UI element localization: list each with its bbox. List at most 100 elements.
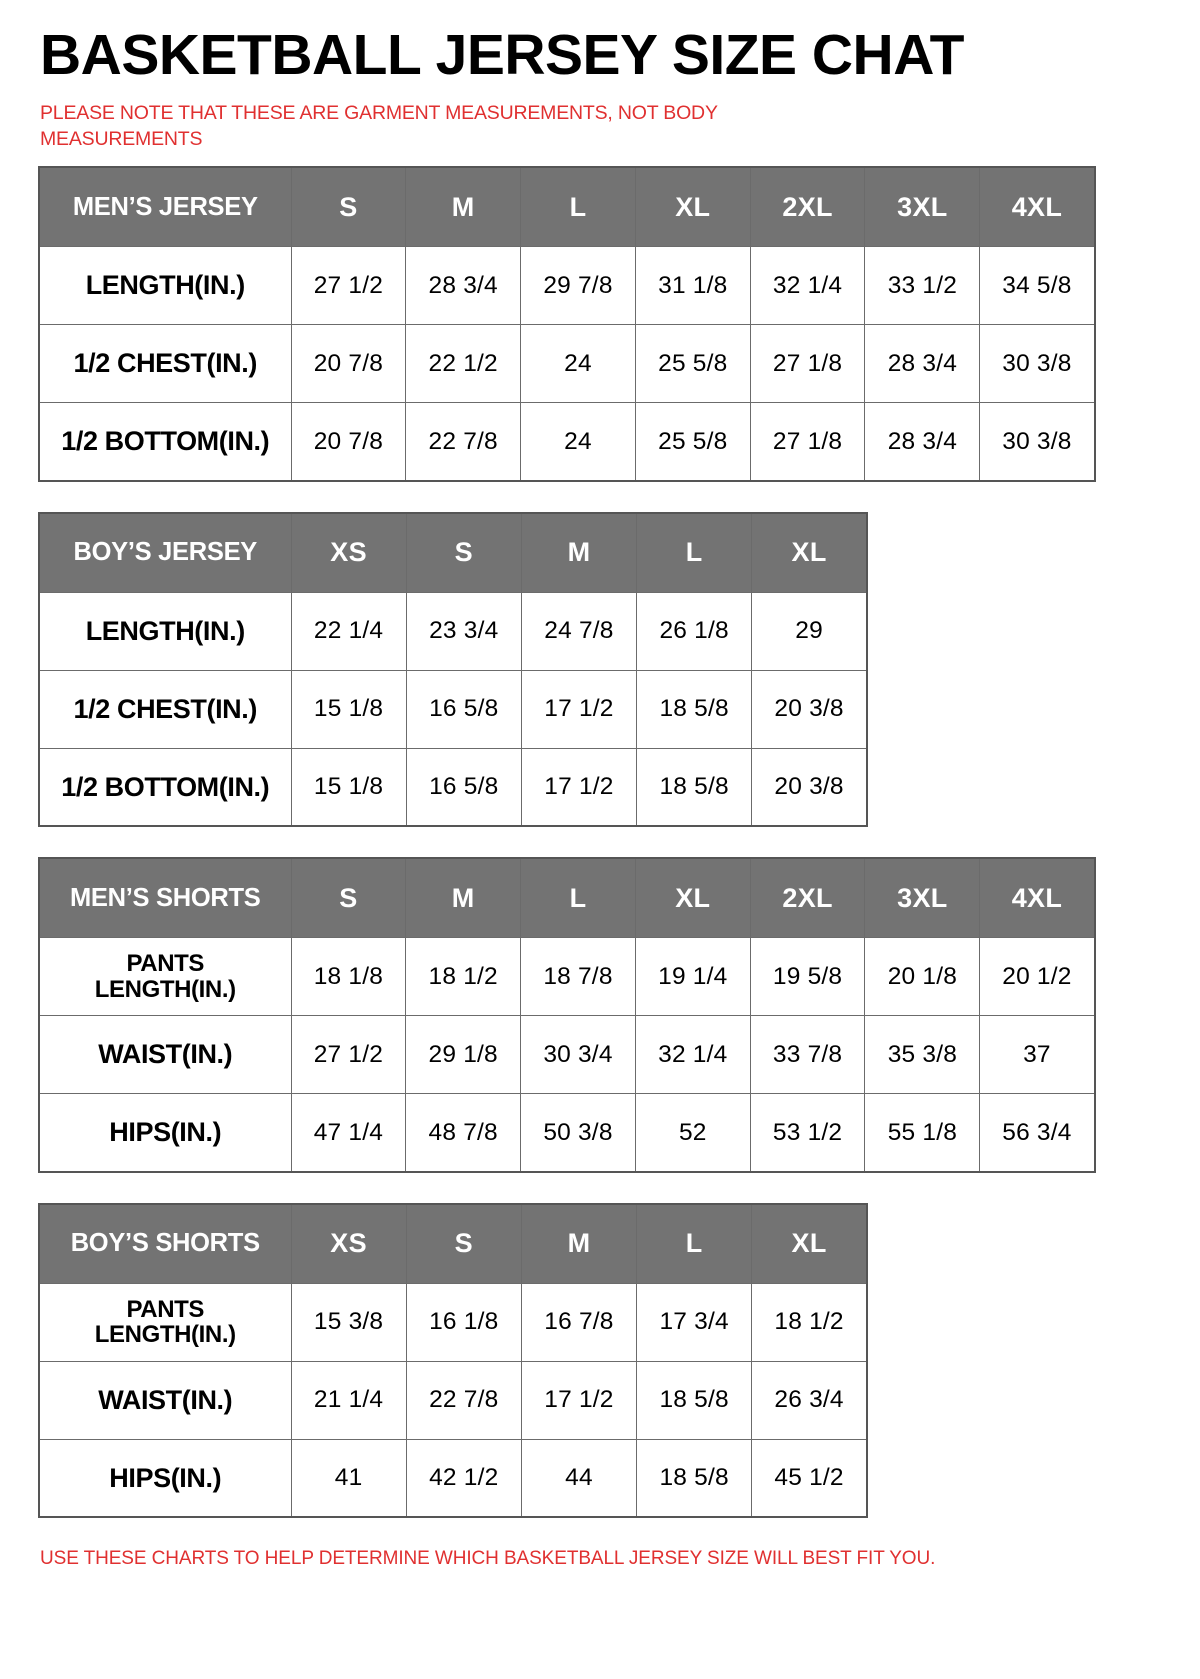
measurement-cell: 17 1/2	[520, 1360, 638, 1440]
measurement-cell: 28 3/4	[405, 246, 522, 326]
table-row: 1/2 BOTTOM(IN.) 15 1/8 16 5/8 17 1/2 18 5/8 2…	[38, 747, 868, 827]
measurement-cell: 17 3/4	[636, 1282, 753, 1362]
table-row: LENGTH(IN.) 27 1/2 28 3/4 29 7/8 31 1/8 32 1/…	[38, 246, 1096, 326]
measurement-cell: 23 3/4	[405, 591, 522, 671]
measurement-cell: 33 1/2	[864, 246, 981, 326]
table-header-row: BOY’S JERSEY XS S M L XL	[38, 512, 868, 593]
measurement-cell: 18 5/8	[636, 669, 753, 749]
measurement-cell: 19 5/8	[749, 937, 866, 1017]
measurement-cell: 30 3/4	[520, 1015, 636, 1095]
garment-measurement-note: PLEASE NOTE THAT THESE ARE GARMENT MEASU…	[40, 101, 718, 151]
measurement-cell: 17 1/2	[520, 669, 638, 749]
size-header-3xl: 3XL	[864, 857, 981, 939]
measurement-cell: 16 5/8	[405, 747, 522, 827]
measurement-cell: 33 7/8	[749, 1015, 866, 1095]
table-header-row: MEN’S JERSEY S M L XL 2XL 3XL 4XL	[38, 166, 1096, 248]
table-corner-label-boys-shorts: BOY’S SHORTS	[38, 1203, 292, 1284]
measurement-cell: 27 1/8	[749, 324, 866, 404]
size-header-xs: XS	[290, 1203, 407, 1284]
table-row: LENGTH(IN.) 22 1/4 23 3/4 24 7/8 26 1/8 29	[38, 591, 868, 671]
row-label: 1/2 BOTTOM(IN.)	[38, 747, 292, 827]
size-header-l: L	[636, 512, 753, 593]
measurement-cell: 30 3/8	[979, 402, 1096, 482]
size-header-4xl: 4XL	[979, 857, 1096, 939]
size-table-mens-shorts: MEN’S SHORTS S M L XL 2XL 3XL 4XL PANTS LENGTH(IN…	[38, 857, 1096, 1173]
size-header-2xl: 2XL	[749, 166, 866, 248]
measurement-cell: 16 7/8	[520, 1282, 638, 1362]
row-label: WAIST(IN.)	[38, 1360, 292, 1440]
size-header-s: S	[405, 1203, 522, 1284]
measurement-cell: 20 1/8	[864, 937, 981, 1017]
measurement-cell: 18 1/2	[751, 1282, 868, 1362]
measurement-cell: 27 1/2	[290, 246, 407, 326]
measurement-cell: 18 5/8	[636, 1438, 753, 1518]
row-label: PANTS LENGTH(IN.)	[38, 1282, 292, 1362]
measurement-cell: 32 1/4	[634, 1015, 751, 1095]
measurement-cell: 25 5/8	[634, 402, 751, 482]
table-row: PANTS LENGTH(IN.) 15 3/8 16 1/8 16 7/8 17 3/4…	[38, 1282, 868, 1362]
measurement-cell: 22 1/4	[290, 591, 407, 671]
row-label: HIPS(IN.)	[38, 1093, 292, 1173]
row-label: HIPS(IN.)	[38, 1438, 292, 1518]
measurement-cell: 20 3/8	[751, 747, 868, 827]
measurement-cell: 29	[751, 591, 868, 671]
measurement-cell: 19 1/4	[634, 937, 751, 1017]
measurement-cell: 24	[520, 402, 636, 482]
measurement-cell: 29 1/8	[405, 1015, 522, 1095]
measurement-cell: 47 1/4	[290, 1093, 407, 1173]
size-header-xl: XL	[634, 857, 751, 939]
measurement-cell: 22 7/8	[405, 402, 522, 482]
measurement-cell: 35 3/8	[864, 1015, 981, 1095]
measurement-cell: 31 1/8	[634, 246, 751, 326]
measurement-cell: 26 1/8	[636, 591, 753, 671]
row-label: 1/2 BOTTOM(IN.)	[38, 402, 292, 482]
measurement-cell: 24	[520, 324, 636, 404]
page-title: BASKETBALL JERSEY SIZE CHAT	[40, 23, 964, 87]
size-header-m: M	[405, 857, 522, 939]
table-row: WAIST(IN.) 21 1/4 22 7/8 17 1/2 18 5/8 26 3/4	[38, 1360, 868, 1440]
measurement-cell: 28 3/4	[864, 324, 981, 404]
measurement-cell: 28 3/4	[864, 402, 981, 482]
measurement-cell: 20 7/8	[290, 402, 407, 482]
table-row: HIPS(IN.) 47 1/4 48 7/8 50 3/8 52 53 1/2 55 1/…	[38, 1093, 1096, 1173]
measurement-cell: 20 1/2	[979, 937, 1096, 1017]
measurement-cell: 50 3/8	[520, 1093, 636, 1173]
measurement-cell: 53 1/2	[749, 1093, 866, 1173]
measurement-cell: 15 3/8	[290, 1282, 407, 1362]
size-header-xl: XL	[751, 1203, 868, 1284]
table-row: 1/2 BOTTOM(IN.) 20 7/8 22 7/8 24 25 5/8 27 1/…	[38, 402, 1096, 482]
size-header-m: M	[520, 1203, 638, 1284]
row-label: 1/2 CHEST(IN.)	[38, 669, 292, 749]
size-header-s: S	[405, 512, 522, 593]
row-label: WAIST(IN.)	[38, 1015, 292, 1095]
measurement-cell: 27 1/8	[749, 402, 866, 482]
measurement-cell: 24 7/8	[520, 591, 638, 671]
measurement-cell: 48 7/8	[405, 1093, 522, 1173]
table-corner-label-mens-shorts: MEN’S SHORTS	[38, 857, 292, 939]
measurement-cell: 16 1/8	[405, 1282, 522, 1362]
table-row: PANTS LENGTH(IN.) 18 1/8 18 1/2 18 7/8 19 1/4…	[38, 937, 1096, 1017]
measurement-cell: 45 1/2	[751, 1438, 868, 1518]
measurement-cell: 18 1/8	[290, 937, 407, 1017]
table-header-row: BOY’S SHORTS XS S M L XL	[38, 1203, 868, 1284]
measurement-cell: 18 5/8	[636, 1360, 753, 1440]
size-header-4xl: 4XL	[979, 166, 1096, 248]
measurement-cell: 42 1/2	[405, 1438, 522, 1518]
row-label: LENGTH(IN.)	[38, 591, 292, 671]
row-label: 1/2 CHEST(IN.)	[38, 324, 292, 404]
measurement-cell: 15 1/8	[290, 669, 407, 749]
measurement-cell: 25 5/8	[634, 324, 751, 404]
size-header-2xl: 2XL	[749, 857, 866, 939]
footer-note: USE THESE CHARTS TO HELP DETERMINE WHICH…	[40, 1548, 936, 1570]
measurement-cell: 22 7/8	[405, 1360, 522, 1440]
tables-container: MEN’S JERSEY S M L XL 2XL 3XL 4XL LENGTH(IN.) 27 …	[38, 166, 1170, 1519]
measurement-cell: 20 3/8	[751, 669, 868, 749]
measurement-cell: 37	[979, 1015, 1096, 1095]
size-header-m: M	[405, 166, 522, 248]
measurement-cell: 32 1/4	[749, 246, 866, 326]
table-row: HIPS(IN.) 41 42 1/2 44 18 5/8 45 1/2	[38, 1438, 868, 1518]
measurement-cell: 16 5/8	[405, 669, 522, 749]
measurement-cell: 56 3/4	[979, 1093, 1096, 1173]
row-label: PANTS LENGTH(IN.)	[38, 937, 292, 1017]
